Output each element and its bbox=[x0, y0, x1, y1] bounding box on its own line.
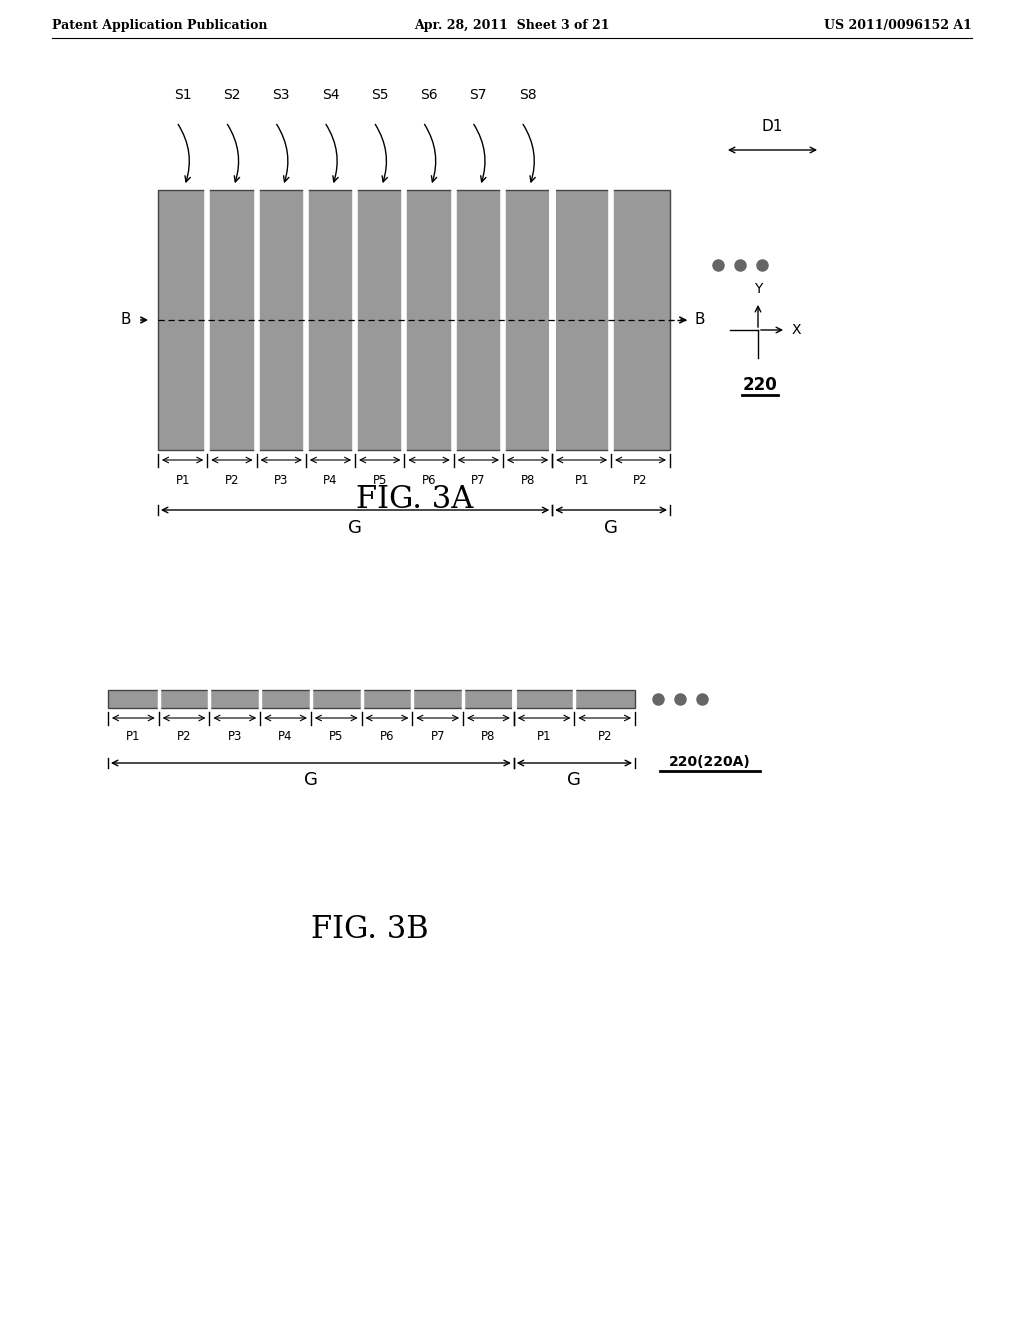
Text: S3: S3 bbox=[272, 88, 290, 102]
Text: X: X bbox=[792, 323, 802, 337]
Text: Y: Y bbox=[754, 282, 762, 296]
Text: S2: S2 bbox=[223, 88, 241, 102]
Text: P2: P2 bbox=[224, 474, 240, 487]
Text: P3: P3 bbox=[227, 730, 242, 742]
Text: 220: 220 bbox=[742, 376, 777, 393]
Text: FIG. 3B: FIG. 3B bbox=[311, 915, 429, 945]
Text: P7: P7 bbox=[430, 730, 445, 742]
Text: B: B bbox=[694, 313, 706, 327]
Text: P1: P1 bbox=[537, 730, 551, 742]
Text: P8: P8 bbox=[481, 730, 496, 742]
Text: FIG. 3A: FIG. 3A bbox=[356, 484, 474, 516]
Text: US 2011/0096152 A1: US 2011/0096152 A1 bbox=[824, 18, 972, 32]
Text: S4: S4 bbox=[322, 88, 339, 102]
Text: P4: P4 bbox=[324, 474, 338, 487]
Text: S5: S5 bbox=[371, 88, 388, 102]
Text: P8: P8 bbox=[520, 474, 535, 487]
Text: G: G bbox=[304, 771, 317, 789]
Text: 220(220A): 220(220A) bbox=[669, 755, 751, 770]
Text: P5: P5 bbox=[373, 474, 387, 487]
Text: P6: P6 bbox=[422, 474, 436, 487]
Text: P5: P5 bbox=[329, 730, 343, 742]
Text: P3: P3 bbox=[274, 474, 289, 487]
Text: S8: S8 bbox=[519, 88, 537, 102]
Text: P1: P1 bbox=[126, 730, 140, 742]
Text: P2: P2 bbox=[177, 730, 191, 742]
Text: P2: P2 bbox=[633, 474, 648, 487]
Text: Patent Application Publication: Patent Application Publication bbox=[52, 18, 267, 32]
Text: P6: P6 bbox=[380, 730, 394, 742]
Text: P4: P4 bbox=[279, 730, 293, 742]
Text: S6: S6 bbox=[420, 88, 438, 102]
Text: S7: S7 bbox=[470, 88, 487, 102]
Text: P7: P7 bbox=[471, 474, 485, 487]
Text: P1: P1 bbox=[175, 474, 189, 487]
Text: G: G bbox=[604, 519, 618, 537]
Bar bbox=[108, 690, 635, 708]
Text: P2: P2 bbox=[597, 730, 612, 742]
Text: P1: P1 bbox=[574, 474, 589, 487]
Text: B: B bbox=[121, 313, 131, 327]
Text: G: G bbox=[567, 771, 582, 789]
Text: Apr. 28, 2011  Sheet 3 of 21: Apr. 28, 2011 Sheet 3 of 21 bbox=[415, 18, 609, 32]
Bar bbox=[158, 190, 670, 450]
Text: G: G bbox=[348, 519, 362, 537]
Text: S1: S1 bbox=[174, 88, 191, 102]
Text: D1: D1 bbox=[762, 119, 783, 135]
